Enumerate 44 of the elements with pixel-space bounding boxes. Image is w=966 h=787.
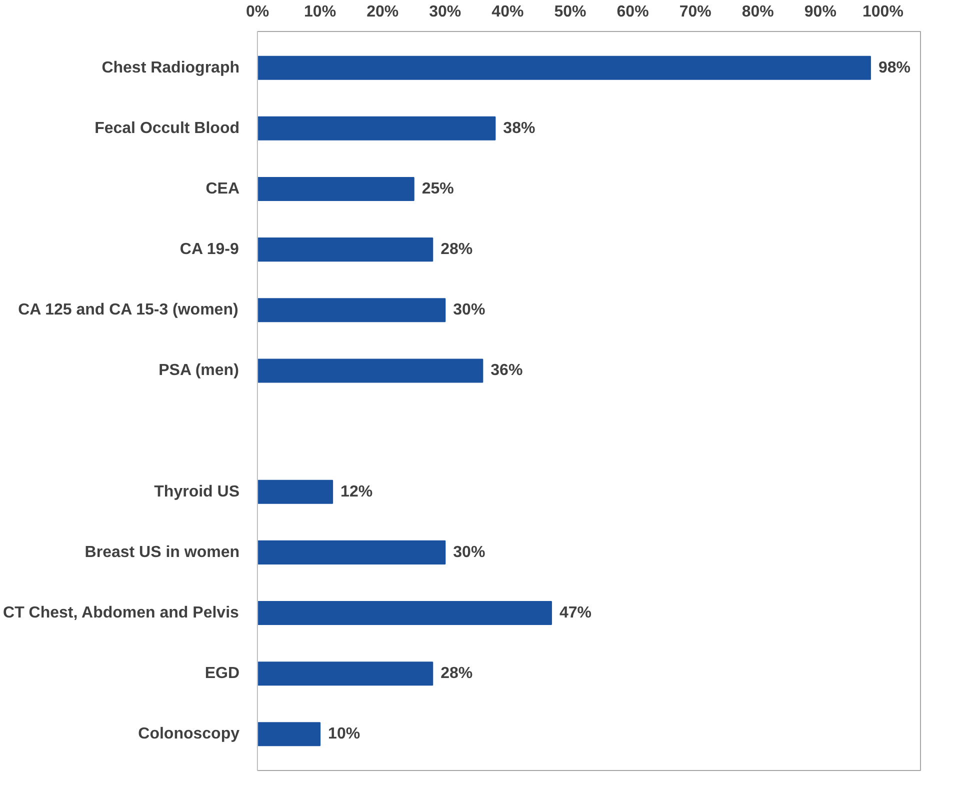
bar bbox=[258, 116, 496, 140]
data-label: 12% bbox=[340, 483, 373, 500]
x-tick-label: 60% bbox=[616, 4, 649, 20]
bar bbox=[258, 540, 446, 564]
y-tick-label: Colonoscopy bbox=[138, 726, 240, 743]
bar bbox=[258, 358, 484, 383]
y-tick-label: Thyroid US bbox=[154, 483, 240, 500]
data-label: 30% bbox=[453, 302, 486, 319]
data-label: 36% bbox=[490, 362, 523, 380]
data-label: 28% bbox=[440, 665, 473, 682]
bar bbox=[258, 601, 552, 626]
x-tick-label: 100% bbox=[862, 4, 904, 20]
y-tick-label: CEA bbox=[206, 180, 240, 198]
data-label: 38% bbox=[503, 120, 536, 137]
y-tick-label: PSA (men) bbox=[158, 362, 239, 380]
y-tick-label: CT Chest, Abdomen and Pelvis bbox=[3, 604, 240, 622]
data-label: 25% bbox=[422, 180, 454, 198]
x-tick-label: 90% bbox=[804, 4, 836, 20]
y-tick-label: Fecal Occult Blood bbox=[94, 120, 240, 137]
x-tick-label: 80% bbox=[742, 4, 774, 20]
y-tick-label: EGD bbox=[204, 665, 240, 682]
bar bbox=[258, 238, 434, 262]
y-tick-label: CA 125 and CA 15-3 (women) bbox=[18, 302, 238, 319]
bar bbox=[258, 298, 446, 322]
x-tick-label: 70% bbox=[679, 4, 712, 20]
x-tick-label: 0% bbox=[246, 4, 270, 20]
x-tick-label: 50% bbox=[554, 4, 586, 20]
bar bbox=[258, 480, 334, 504]
x-tick-label: 20% bbox=[366, 4, 399, 20]
data-label: 30% bbox=[453, 544, 486, 561]
y-tick-label: Chest Radiograph bbox=[102, 59, 240, 76]
x-tick-label: 10% bbox=[304, 4, 336, 20]
bar bbox=[258, 662, 434, 686]
data-label: 10% bbox=[328, 726, 360, 743]
y-tick-label: Breast US in women bbox=[84, 544, 240, 561]
y-tick-label: CA 19-9 bbox=[180, 241, 240, 258]
bar bbox=[258, 722, 321, 746]
data-label: 28% bbox=[440, 241, 473, 258]
bar bbox=[258, 176, 414, 201]
data-label: 47% bbox=[559, 604, 592, 622]
x-tick-label: 30% bbox=[429, 4, 462, 20]
x-tick-label: 40% bbox=[492, 4, 524, 20]
bar bbox=[258, 56, 871, 80]
data-label: 98% bbox=[878, 59, 910, 76]
